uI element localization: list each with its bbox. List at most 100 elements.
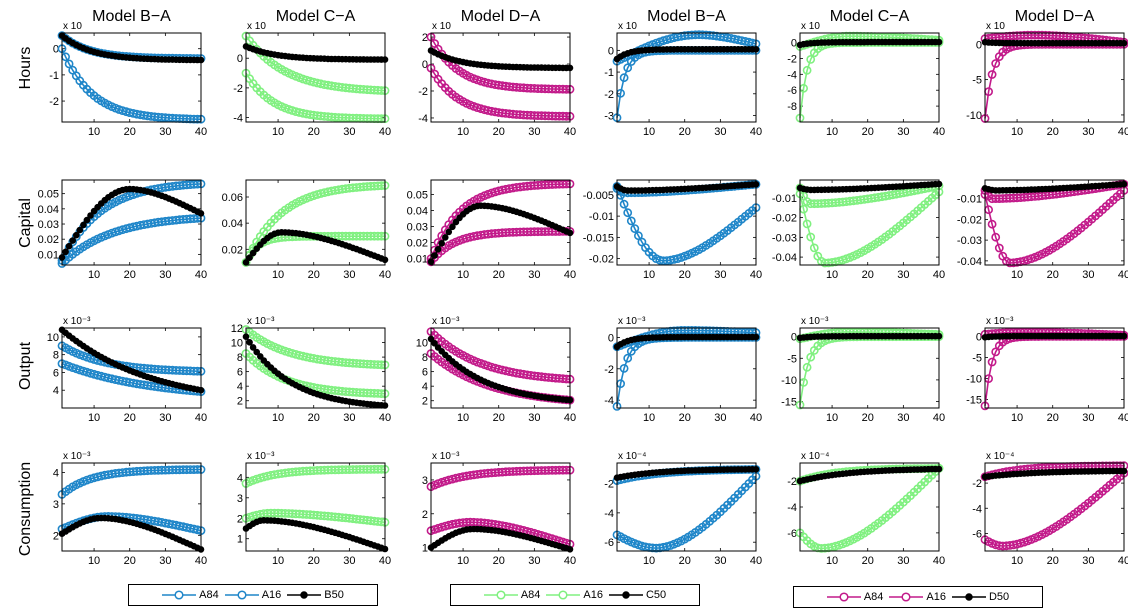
axis-exponent: x 10⁻³ [986,316,1014,327]
y-tick-label: -5 [972,75,982,87]
y-tick-label: -4 [604,508,614,520]
y-tick-label: -4 [604,395,614,407]
panel-frame [984,327,1125,409]
data-point [619,199,629,209]
y-tick-label: -10 [781,375,797,387]
x-tick-label: 30 [528,555,540,567]
data-point [809,243,819,253]
y-tick-label: 3 [422,475,428,487]
x-tick-label: 10 [826,555,838,567]
y-tick-label: -1 [49,70,59,82]
y-tick-label: 2 [422,509,428,521]
data-point [257,353,264,360]
y-tick-label: -0.04 [772,252,797,264]
series-line [245,184,386,263]
series-line [799,185,940,205]
y-tick-label: -2 [604,479,614,491]
legend-item: A84 [483,589,540,601]
series-markers [57,44,206,124]
series-line [245,328,386,366]
column-title-3: Model B−A [647,8,726,25]
series-markers [426,465,575,492]
x-tick-label: 40 [564,412,576,424]
y-tick-label: -5 [972,352,982,364]
legend-swatch [951,593,986,601]
y-tick-label: 0 [791,332,797,344]
y-tick-label: 0.06 [222,192,243,204]
x-tick-label: 20 [679,412,691,424]
legend-item: A16 [546,589,603,601]
y-tick-label: -0.005 [583,190,614,202]
data-point [634,231,643,241]
data-point [73,231,80,239]
series-markers [980,468,1128,551]
data-point [987,70,997,79]
x-tick-label: 20 [1047,555,1059,567]
panel-frame [616,179,757,266]
legend-label: B50 [324,589,344,601]
x-tick-label: 20 [862,555,874,567]
legend-swatch [546,590,581,600]
y-tick-label: 0 [237,53,243,65]
y-tick-label: -6 [604,537,614,549]
panel-frame [616,32,757,123]
y-tick-label: 4 [237,472,243,484]
legend-swatch [608,591,643,599]
x-tick-label: 10 [88,412,100,424]
panel-frame [430,179,571,266]
x-tick-label: 30 [1082,269,1094,281]
data-point [994,243,1004,253]
legend-label: A16 [261,589,282,601]
x-tick-label: 10 [1011,412,1023,424]
y-tick-label: 2 [237,513,243,525]
row-label-2: Output [17,341,34,390]
data-point [623,353,633,363]
series-line [430,67,570,118]
x-tick-label: 40 [564,126,576,138]
x-tick-label: 10 [826,269,838,281]
x-tick-label: 10 [88,555,100,567]
data-point [619,363,629,373]
column-title-2: Model D−A [461,8,541,25]
series-markers [58,32,205,64]
x-tick-label: 40 [564,555,576,567]
y-tick-label: -4 [233,113,243,125]
y-tick-label: -0.01 [772,193,797,205]
data-point [623,63,633,73]
x-tick-label: 30 [897,269,909,281]
x-tick-label: 40 [750,412,762,424]
y-tick-label: 0.02 [407,238,428,250]
axis-exponent: x 10 [432,21,451,32]
x-tick-label: 20 [862,126,874,138]
y-tick-label: -2 [787,476,797,488]
series-markers [241,349,390,399]
data-point [806,55,816,64]
series-markers [242,517,389,553]
x-tick-label: 30 [343,555,355,567]
series-markers [981,332,1128,341]
x-tick-label: 10 [457,555,469,567]
series-markers [427,525,574,553]
legend-swatch [889,592,924,602]
series-markers [612,471,761,553]
y-tick-label: 10 [416,338,428,350]
series-markers [612,181,761,266]
x-tick-label: 20 [308,126,320,138]
y-tick-label: -6 [972,528,982,540]
series-markers [241,68,390,124]
y-tick-label: 0.04 [38,204,59,216]
y-tick-label: -0.02 [772,213,797,225]
x-tick-label: 40 [1118,412,1128,424]
x-tick-label: 30 [343,269,355,281]
axis-exponent: x 10⁻³ [247,451,275,462]
axis-exponent: x 10⁻³ [801,316,829,327]
series-line [799,467,940,550]
x-tick-label: 30 [897,126,909,138]
panel-frame [61,179,202,266]
y-tick-label: 6 [237,367,243,379]
x-tick-label: 30 [159,269,171,281]
axis-exponent: x 10 [801,21,820,32]
series-markers [427,335,574,404]
x-tick-label: 20 [679,555,691,567]
